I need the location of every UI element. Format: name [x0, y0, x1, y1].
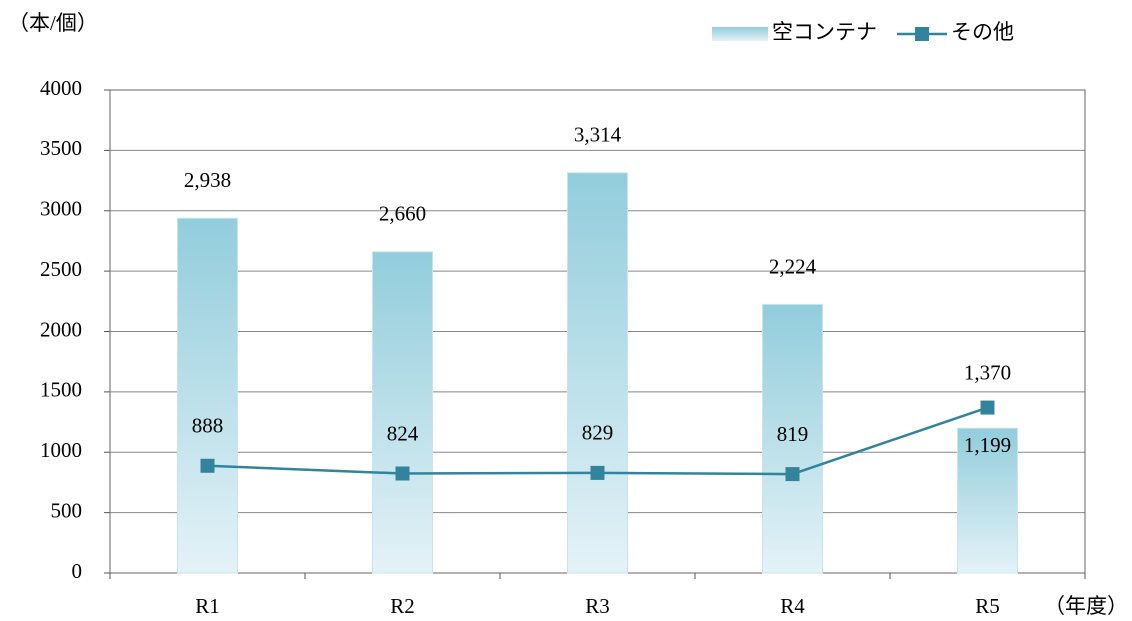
y-tick-label: 1000 [40, 438, 82, 462]
legend-swatch [712, 27, 768, 41]
y-tick-label: 4000 [40, 76, 82, 100]
bar [372, 251, 433, 574]
line-value-label: 888 [192, 414, 224, 438]
line-value-label: 819 [777, 422, 809, 446]
x-tick-label: R4 [780, 594, 805, 618]
x-tick-label: R3 [585, 594, 610, 618]
bar-value-label: 2,938 [184, 168, 231, 192]
y-tick-label: 3500 [40, 136, 82, 160]
y-tick-label: 2000 [40, 317, 82, 341]
line-value-label: 829 [582, 421, 614, 445]
bar [567, 172, 628, 574]
line-marker [785, 467, 800, 482]
line-marker [980, 400, 995, 415]
legend-label: その他 [951, 20, 1014, 44]
legend-marker [915, 27, 929, 41]
x-tick-label: R1 [195, 594, 220, 618]
x-axis-title: （年度） [1044, 594, 1128, 618]
line-marker [590, 465, 605, 480]
bar [177, 217, 238, 574]
x-tick-label: R5 [975, 594, 1000, 618]
bar-value-label: 1,199 [964, 433, 1011, 457]
bar-value-label: 3,314 [574, 123, 622, 147]
line-value-label: 1,370 [964, 360, 1011, 384]
y-tick-label: 0 [72, 559, 83, 583]
line-marker [200, 458, 215, 473]
line-marker [395, 466, 410, 481]
y-tick-label: 1500 [40, 378, 82, 402]
y-tick-label: 500 [51, 498, 83, 522]
y-tick-label: 3000 [40, 197, 82, 221]
bar [957, 427, 1018, 574]
y-axis-title: （本/個） [8, 11, 98, 35]
line-value-label: 824 [387, 421, 419, 445]
x-tick-label: R2 [390, 594, 415, 618]
bar-value-label: 2,660 [379, 202, 426, 226]
y-tick-label: 2500 [40, 257, 82, 281]
bar-value-label: 2,224 [769, 254, 817, 278]
bar [762, 303, 823, 574]
legend-label: 空コンテナ [772, 20, 877, 44]
